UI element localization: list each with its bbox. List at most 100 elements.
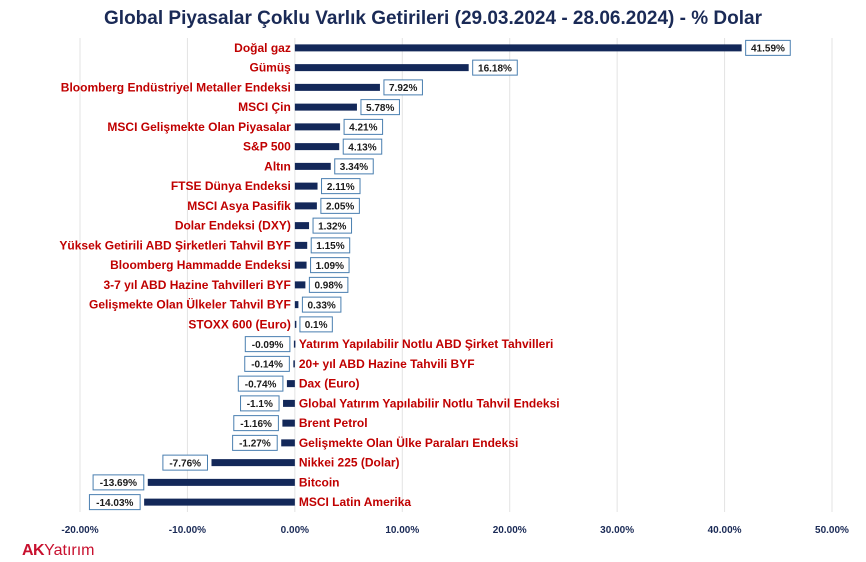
value-label: 4.21% — [349, 123, 377, 134]
bar — [294, 123, 341, 131]
value-label: 41.59% — [751, 44, 785, 55]
category-label: Bloomberg Endüstriyel Metaller Endeksi — [61, 80, 291, 94]
value-label: 5.78% — [366, 103, 394, 114]
category-label: Gümüş — [250, 61, 292, 75]
bar — [294, 320, 297, 328]
value-label-box — [334, 158, 374, 175]
value-label: -13.69% — [100, 478, 137, 489]
value-label: 1.09% — [316, 261, 344, 272]
category-label: Gelişmekte Olan Ülkeler Tahvil BYF — [89, 297, 291, 312]
bar — [294, 261, 307, 269]
logo-brand: AK — [22, 542, 45, 559]
x-tick-label: -20.00% — [61, 525, 98, 536]
value-label-box — [472, 59, 518, 76]
value-label-box — [383, 79, 423, 96]
bar — [286, 380, 295, 388]
bar — [293, 340, 296, 348]
category-label: Global Yatırım Yapılabilir Notlu Tahvil … — [299, 396, 560, 410]
x-tick-label: 20.00% — [493, 525, 527, 536]
bar — [144, 498, 295, 506]
value-label-box — [343, 118, 384, 135]
category-label: Dax (Euro) — [299, 377, 360, 391]
x-tick-label: -10.00% — [169, 525, 206, 536]
category-label: Yüksek Getirili ABD Şirketleri Tahvil BY… — [59, 238, 290, 252]
value-label: 2.05% — [326, 202, 354, 213]
value-label: -1.1% — [247, 399, 273, 410]
value-label: 4.13% — [348, 142, 376, 153]
value-label: -14.03% — [96, 498, 133, 509]
category-label: Dolar Endeksi (DXY) — [175, 219, 291, 233]
value-label-box — [244, 355, 290, 372]
bar — [294, 64, 469, 72]
category-label: Nikkei 225 (Dolar) — [299, 456, 400, 470]
value-label: -0.09% — [252, 340, 284, 351]
category-label: Doğal gaz — [234, 41, 291, 55]
value-label: 0.98% — [314, 281, 342, 292]
bar — [294, 202, 317, 210]
category-label: Gelişmekte Olan Ülke Paraları Endeksi — [299, 435, 518, 450]
value-label-box — [342, 138, 383, 155]
category-label: STOXX 600 (Euro) — [188, 317, 290, 331]
value-label-box — [233, 415, 279, 432]
value-label-box — [310, 257, 350, 274]
bar — [294, 143, 340, 151]
bar — [294, 162, 331, 170]
bar — [293, 360, 295, 368]
x-tick-label: 50.00% — [815, 525, 849, 536]
value-label: -1.16% — [240, 419, 272, 430]
value-label-box — [240, 395, 280, 412]
value-label-box — [745, 39, 791, 56]
value-label: -1.27% — [239, 439, 271, 450]
value-label: 2.11% — [327, 182, 355, 193]
bar — [294, 222, 310, 230]
category-label: MSCI Latin Amerika — [299, 495, 412, 509]
bar — [147, 478, 295, 486]
bar — [281, 439, 295, 447]
value-label: 1.15% — [316, 241, 344, 252]
bar — [294, 44, 742, 52]
bar — [294, 241, 308, 249]
value-label-box — [312, 217, 353, 234]
value-label-box — [299, 316, 333, 333]
value-label-box — [162, 454, 208, 471]
category-label: 3-7 yıl ABD Hazine Tahvilleri BYF — [103, 278, 290, 292]
value-label-box — [360, 99, 400, 116]
value-label-box — [92, 474, 145, 491]
bar — [283, 399, 295, 407]
value-label-box — [320, 197, 360, 214]
value-label: -7.76% — [169, 458, 201, 469]
category-label: FTSE Dünya Endeksi — [171, 179, 291, 193]
value-label-box — [88, 494, 141, 511]
value-label-box — [308, 276, 349, 293]
value-label-box — [232, 434, 278, 451]
akyatirim-logo: AKYatırım — [22, 543, 94, 559]
bar — [282, 419, 295, 427]
value-label: 0.1% — [305, 320, 328, 331]
category-label: 20+ yıl ABD Hazine Tahvili BYF — [299, 357, 475, 371]
value-label: 3.34% — [340, 162, 368, 173]
x-tick-label: 10.00% — [385, 525, 419, 536]
value-label: -0.74% — [245, 379, 277, 390]
value-label-box — [244, 336, 291, 353]
category-label: Altın — [264, 159, 291, 173]
bar — [294, 103, 357, 111]
bar — [211, 459, 295, 467]
value-label-box — [310, 237, 351, 254]
x-tick-label: 0.00% — [281, 525, 309, 536]
category-label: MSCI Gelişmekte Olan Piyasalar — [107, 120, 291, 134]
x-tick-label: 30.00% — [600, 525, 634, 536]
logo-rest: Yatırım — [44, 542, 95, 559]
bar — [294, 281, 306, 289]
value-label: -0.14% — [251, 360, 283, 371]
category-label: Bitcoin — [299, 475, 340, 489]
value-label: 16.18% — [478, 63, 512, 74]
category-label: MSCI Çin — [238, 100, 291, 114]
category-label: Brent Petrol — [299, 416, 368, 430]
chart-title: Global Piyasalar Çoklu Varlık Getirileri… — [104, 8, 762, 29]
value-label: 7.92% — [389, 83, 417, 94]
category-label: MSCI Asya Pasifik — [187, 199, 291, 213]
value-label-box — [301, 296, 342, 313]
bar — [294, 83, 380, 91]
category-label: Bloomberg Hammadde Endeksi — [110, 258, 291, 272]
